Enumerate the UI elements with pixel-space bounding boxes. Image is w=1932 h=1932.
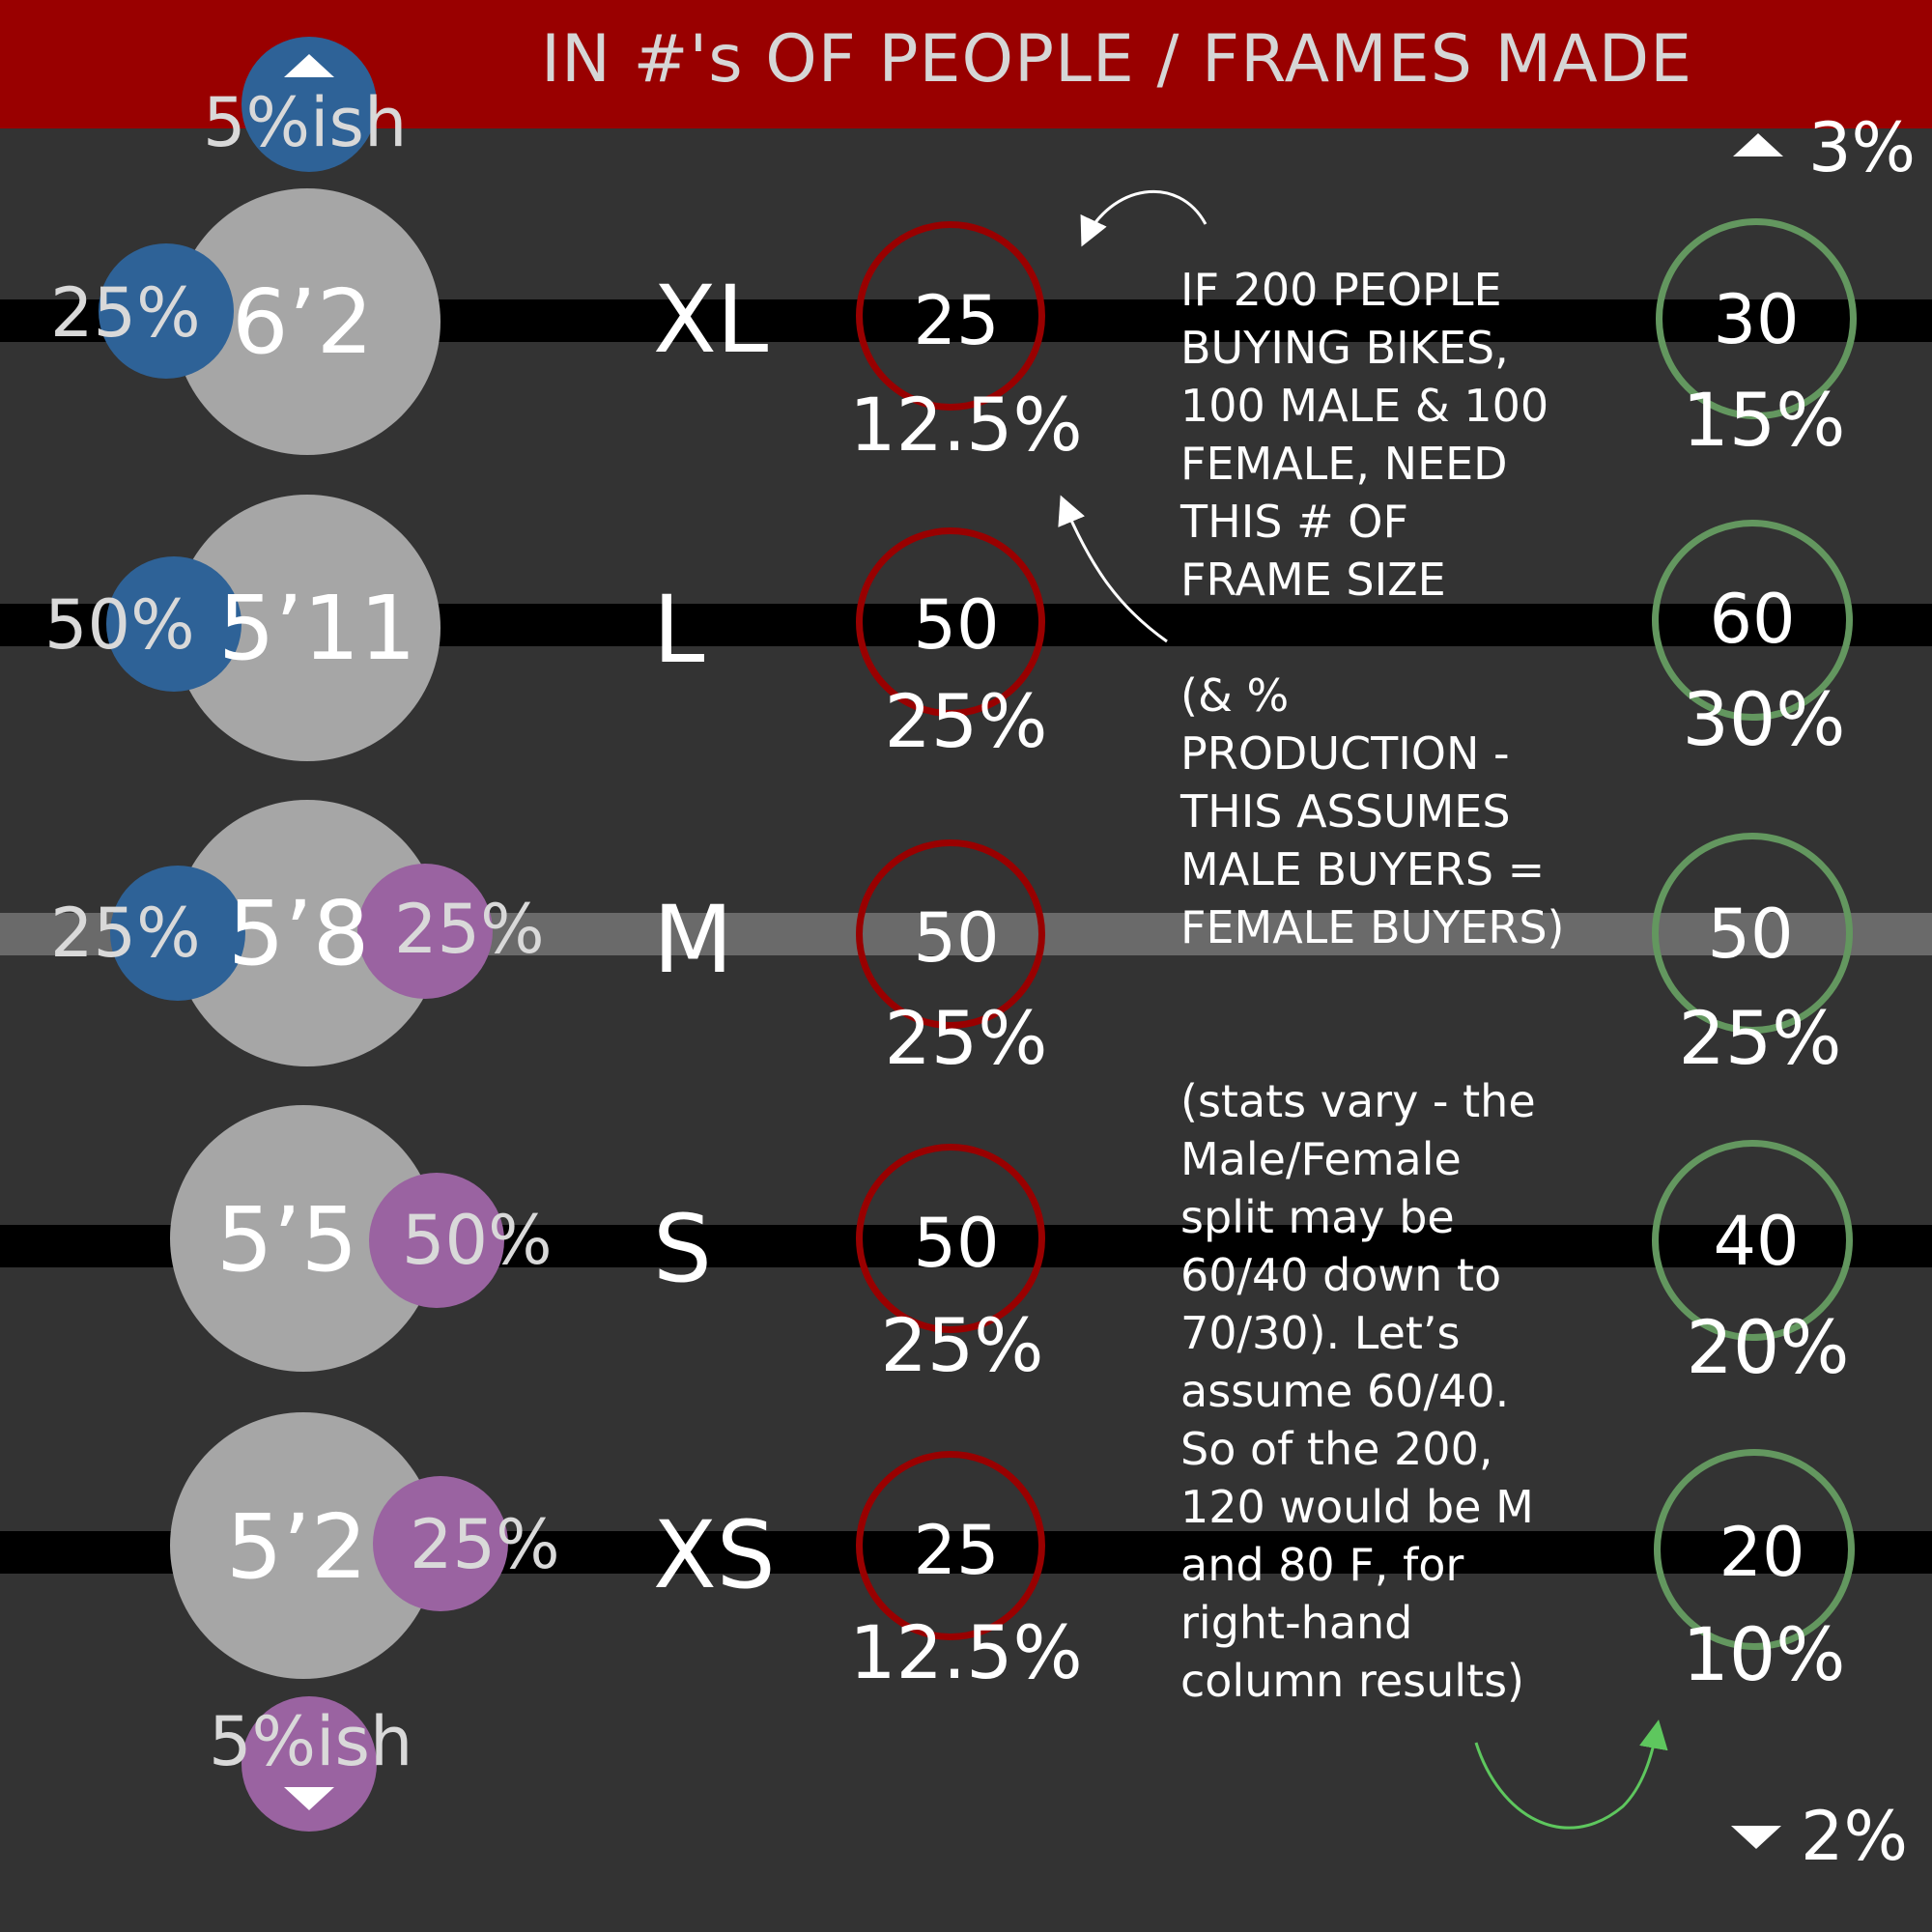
production-pct-s: 20% bbox=[1686, 1304, 1850, 1390]
production-ring-xs bbox=[1654, 1449, 1855, 1650]
size-s: S bbox=[653, 1195, 712, 1303]
triangle-down-icon bbox=[1731, 1826, 1781, 1849]
production-ring-m bbox=[1652, 833, 1853, 1034]
size-l: L bbox=[653, 576, 705, 684]
top-overflow-label: 5%ish bbox=[203, 83, 408, 162]
size-xl: XL bbox=[653, 266, 769, 374]
count-pct-s: 25% bbox=[880, 1302, 1044, 1388]
production-xs: 20 bbox=[1719, 1513, 1805, 1592]
note-stats: (stats vary - the Male/Female split may … bbox=[1180, 1075, 1536, 1707]
arrow-green-icon bbox=[1474, 1719, 1668, 1830]
arrow-to-xl-icon bbox=[1080, 189, 1208, 247]
female-circle-xs bbox=[373, 1476, 508, 1611]
height-xl: 6’2 bbox=[232, 270, 374, 374]
count-l: 50 bbox=[913, 585, 1000, 665]
count-pct-xl: 12.5% bbox=[849, 382, 1083, 468]
count-xs: 25 bbox=[913, 1511, 1000, 1590]
production-l: 60 bbox=[1709, 580, 1796, 659]
male-pct-m: 25% bbox=[50, 894, 201, 973]
production-pct-m: 25% bbox=[1678, 995, 1842, 1081]
count-ring-s bbox=[856, 1144, 1045, 1333]
note-assumption: IF 200 PEOPLE BUYING BIKES, 100 MALE & 1… bbox=[1180, 264, 1549, 606]
female-pct-xs: 25% bbox=[410, 1505, 560, 1584]
height-xs: 5’2 bbox=[226, 1495, 368, 1599]
production-ring-s bbox=[1652, 1140, 1853, 1341]
production-xl: 30 bbox=[1713, 280, 1800, 359]
count-pct-m: 25% bbox=[884, 995, 1048, 1081]
page-title: IN #'s OF PEOPLE / FRAMES MADE bbox=[541, 21, 1693, 98]
female-pct-s: 50% bbox=[402, 1201, 553, 1280]
male-circle-l bbox=[106, 556, 242, 692]
height-m: 5’8 bbox=[228, 882, 370, 985]
triangle-up-icon bbox=[1733, 133, 1783, 156]
triangle-down-icon bbox=[284, 1787, 334, 1810]
count-xl: 25 bbox=[913, 281, 1000, 360]
male-circle-m bbox=[110, 866, 245, 1001]
size-m: M bbox=[653, 886, 733, 994]
male-pct-xl: 25% bbox=[50, 273, 201, 353]
count-ring-xl bbox=[856, 221, 1045, 411]
count-ring-xs bbox=[856, 1451, 1045, 1640]
arrow-from-l-icon bbox=[1058, 495, 1168, 643]
count-m: 50 bbox=[913, 898, 1000, 978]
male-pct-l: 50% bbox=[44, 585, 195, 665]
count-pct-xs: 12.5% bbox=[849, 1609, 1083, 1695]
bottom-right-pct: 2% bbox=[1801, 1797, 1909, 1876]
female-circle-s bbox=[369, 1173, 504, 1308]
count-s: 50 bbox=[913, 1204, 1000, 1283]
production-ring-l bbox=[1652, 520, 1853, 721]
male-circle-xl bbox=[99, 243, 234, 379]
production-pct-xs: 10% bbox=[1682, 1611, 1846, 1697]
production-s: 40 bbox=[1713, 1202, 1800, 1281]
height-s: 5’5 bbox=[216, 1188, 358, 1292]
top-right-pct: 3% bbox=[1808, 108, 1917, 187]
production-pct-xl: 15% bbox=[1682, 377, 1846, 463]
height-l: 5’11 bbox=[218, 577, 416, 680]
count-ring-m bbox=[856, 839, 1045, 1029]
note-production: (& % PRODUCTION - THIS ASSUMES MALE BUYE… bbox=[1180, 669, 1565, 953]
production-pct-l: 30% bbox=[1682, 676, 1846, 762]
female-circle-m bbox=[357, 864, 493, 999]
bottom-overflow-label: 5%ish bbox=[209, 1702, 413, 1781]
female-pct-m: 25% bbox=[394, 890, 545, 969]
count-ring-l bbox=[856, 527, 1045, 717]
triangle-up-icon bbox=[284, 54, 334, 77]
size-xs: XS bbox=[653, 1501, 776, 1609]
production-ring-xl bbox=[1656, 218, 1857, 419]
count-pct-l: 25% bbox=[884, 678, 1048, 764]
production-m: 50 bbox=[1707, 895, 1794, 974]
